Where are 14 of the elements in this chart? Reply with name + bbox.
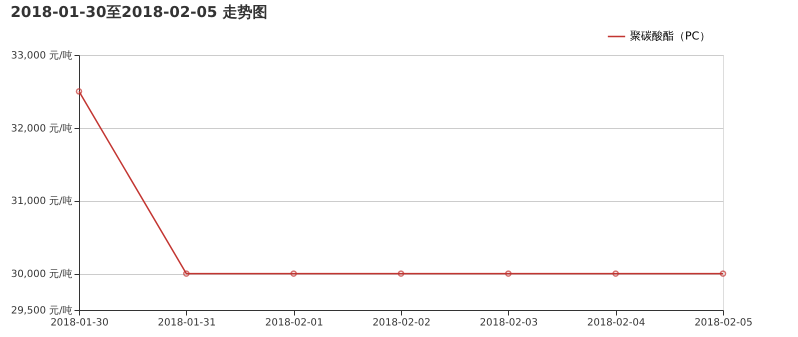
y-tick-label: 33,000 元/吨 <box>10 50 72 62</box>
x-tick-label: 2018-01-30 <box>50 318 109 328</box>
x-tick-label: 2018-02-01 <box>265 318 324 328</box>
chart-title: 2018-01-30至2018-02-05 走势图 <box>10 3 268 21</box>
legend-label: 聚碳酸酯（PC） <box>630 30 710 42</box>
x-tick-label: 2018-02-04 <box>587 318 646 328</box>
x-tick-label: 2018-02-03 <box>480 318 538 328</box>
y-tick-label: 31,000 元/吨 <box>10 195 72 208</box>
y-tick-label: 30,000 元/吨 <box>10 268 72 280</box>
y-tick-label: 32,000 元/吨 <box>10 122 72 134</box>
x-tick-label: 2018-01-31 <box>158 318 216 328</box>
y-tick-label: 29,500 元/吨 <box>10 304 72 316</box>
x-tick-label: 2018-02-02 <box>372 318 431 328</box>
x-tick-label: 2018-02-05 <box>694 318 753 328</box>
